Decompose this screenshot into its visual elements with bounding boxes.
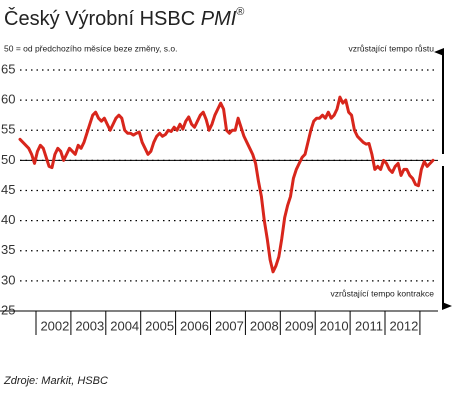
x-tick-label: 2012 bbox=[389, 318, 418, 333]
y-tick-label: 50 bbox=[1, 152, 15, 167]
x-tick-label: 2010 bbox=[320, 318, 349, 333]
y-tick-label: 45 bbox=[1, 182, 15, 197]
x-tick-label: 2004 bbox=[110, 318, 139, 333]
y-tick-label: 60 bbox=[1, 92, 15, 107]
y-tick-label: 30 bbox=[1, 272, 15, 287]
y-tick-label: 25 bbox=[1, 302, 15, 317]
y-tick-label: 55 bbox=[1, 122, 15, 137]
x-tick-label: 2011 bbox=[355, 318, 383, 333]
chart-title: Český Výrobní HSBC PMI® bbox=[4, 6, 244, 30]
y-tick-label: 65 bbox=[1, 61, 15, 76]
x-tick-label: 2008 bbox=[250, 318, 279, 333]
annotation-bottom: vzrůstající tempo kontrakce bbox=[331, 288, 435, 298]
x-tick-label: 2005 bbox=[145, 318, 174, 333]
x-tick-label: 2006 bbox=[180, 318, 209, 333]
source: Zdroje: Markit, HSBC bbox=[3, 375, 108, 387]
x-tick-label: 2002 bbox=[40, 318, 69, 333]
series-line bbox=[18, 95, 435, 274]
x-tick-label: 2009 bbox=[285, 318, 314, 333]
x-tick-label: 2003 bbox=[75, 318, 104, 333]
subtitle: 50 = od předchozího měsíce beze změny, s… bbox=[4, 43, 177, 53]
annotation-top: vzrůstající tempo růstu bbox=[348, 43, 434, 53]
y-tick-label: 35 bbox=[1, 242, 15, 257]
x-tick-label: 2007 bbox=[215, 318, 244, 333]
y-tick-label: 40 bbox=[1, 212, 15, 227]
